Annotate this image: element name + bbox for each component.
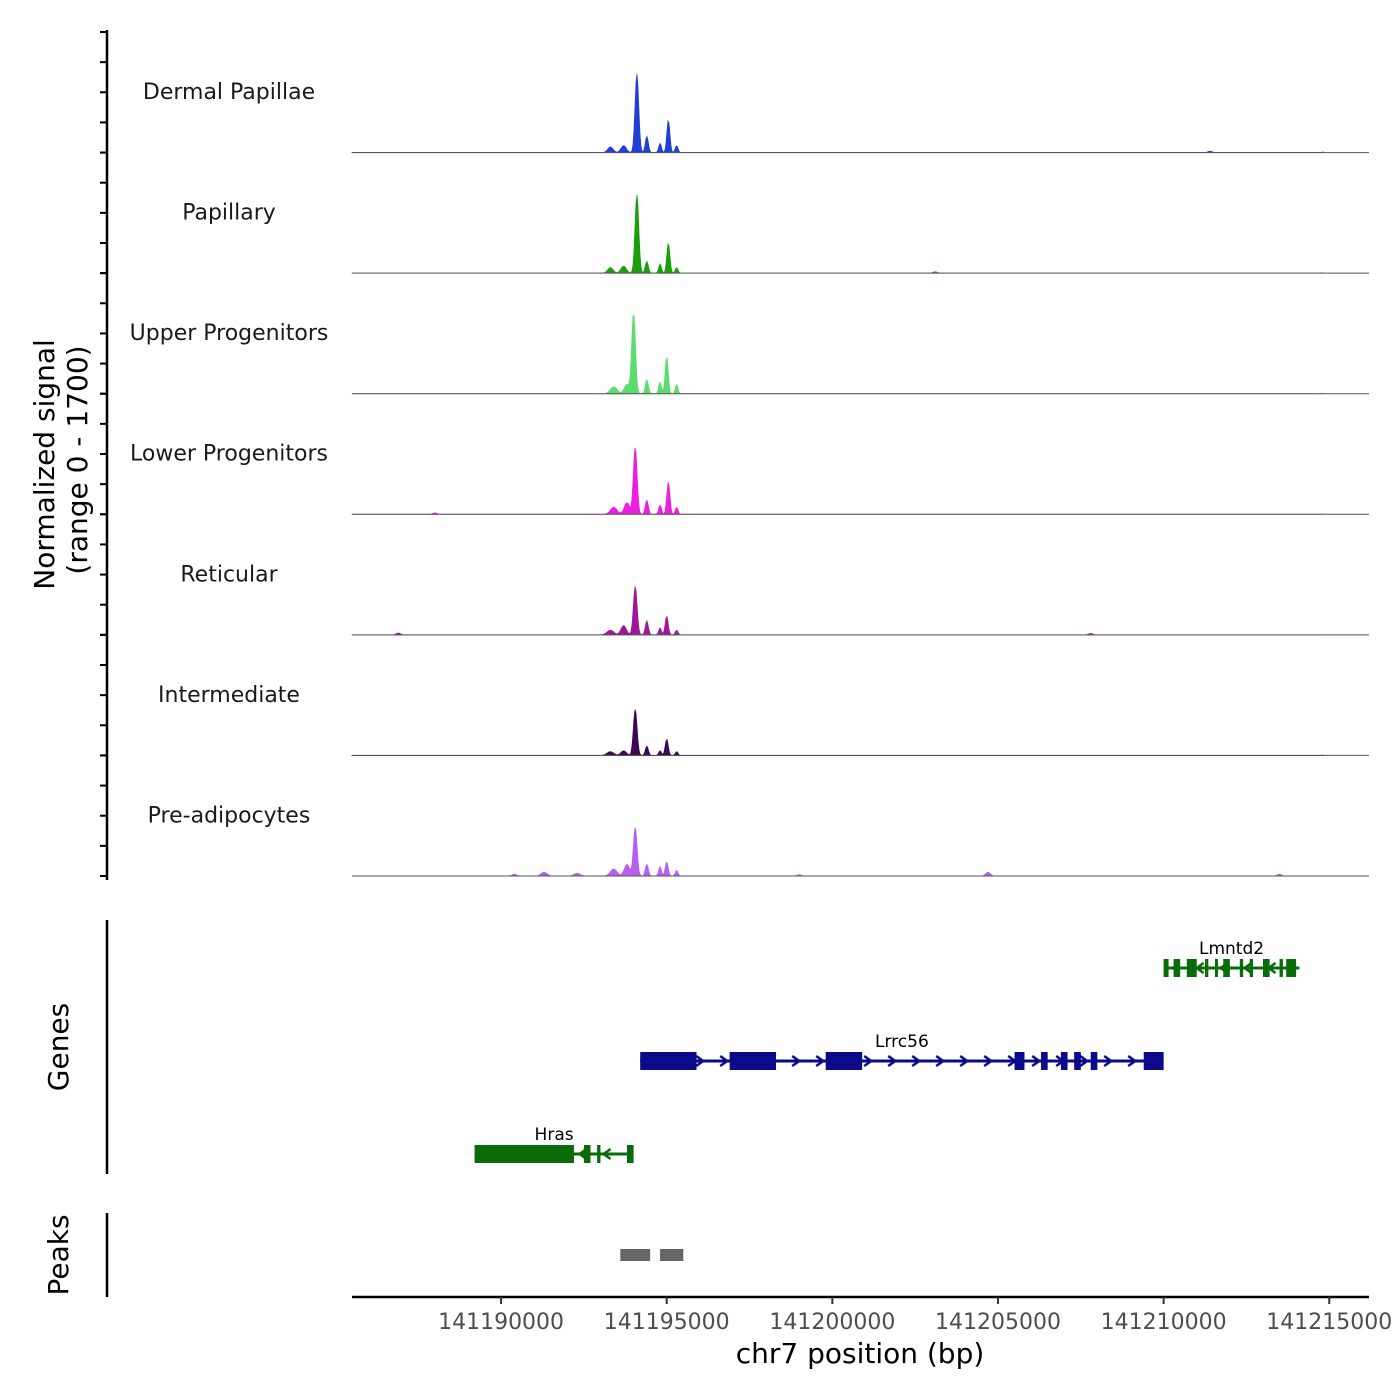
coverage-area — [351, 586, 1324, 636]
gene-exon — [1279, 959, 1283, 977]
genes-ylabel: Genes — [42, 1003, 75, 1091]
track-label: Lower Progenitors — [130, 442, 328, 467]
x-axis-title: chr7 position (bp) — [736, 1337, 985, 1370]
gene-exon — [640, 1052, 697, 1070]
coverage-ylabel-line-2: (range 0 - 1700) — [61, 345, 94, 574]
strand-arrow — [935, 1054, 946, 1068]
strand-arrow — [887, 1054, 898, 1068]
peaks-ylabel: Peaks — [42, 1214, 75, 1295]
coverage-track: Lower Progenitors — [130, 442, 1369, 515]
gene-exon — [1249, 959, 1254, 977]
coverage-ylabel-line-1: Normalized signal — [28, 339, 61, 590]
coverage-track: Intermediate — [158, 683, 1369, 756]
x-tick-label: 141215000 — [1266, 1310, 1392, 1335]
genes-track: Lmntd2 Lrrc56 Hras — [474, 939, 1300, 1163]
gene-exon — [1205, 959, 1209, 977]
strand-arrow — [1031, 1054, 1042, 1068]
coverage-track: Dermal Papillae — [143, 74, 1369, 154]
x-axis-ticks: 141190000 141195000 141200000 141205000 1412… — [438, 1297, 1392, 1335]
peak-region — [620, 1249, 651, 1261]
gene-exon — [1173, 959, 1181, 977]
gene-model: Hras — [474, 1125, 634, 1163]
gene-exon — [1239, 959, 1244, 977]
peak-region — [660, 1249, 684, 1261]
track-label: Reticular — [180, 562, 278, 587]
track-label: Dermal Papillae — [143, 80, 315, 105]
coverage-area — [351, 447, 1324, 515]
coverage-track: Reticular — [180, 562, 1369, 636]
strand-arrow — [1242, 961, 1253, 975]
gene-exon — [1186, 959, 1197, 977]
gene-label: Lmntd2 — [1199, 939, 1264, 959]
track-label: Papillary — [182, 201, 276, 226]
gene-exon — [626, 1145, 634, 1163]
gene-exon — [1223, 959, 1230, 977]
x-tick-label: 141200000 — [769, 1310, 895, 1335]
strand-arrow — [1127, 1054, 1138, 1068]
coverage-track: Papillary — [182, 194, 1369, 274]
gene-exon — [1074, 1052, 1081, 1070]
strand-arrow — [1079, 1054, 1090, 1068]
track-label: Upper Progenitors — [130, 321, 329, 346]
gene-model: Lmntd2 — [1163, 939, 1300, 977]
gene-exon — [1214, 959, 1218, 977]
gene-exon — [1060, 1052, 1068, 1070]
gene-exon — [583, 1145, 591, 1163]
gene-label: Hras — [535, 1125, 574, 1145]
coverage-ylabel: Normalized signal (range 0 - 1700) — [28, 330, 94, 589]
strand-arrow — [719, 1054, 730, 1068]
peaks-track — [620, 1249, 684, 1261]
gene-exon — [825, 1052, 863, 1070]
coverage-tracks: Dermal Papillae Papillary Upper Progenitor… — [130, 74, 1369, 877]
gene-exon — [1090, 1052, 1098, 1070]
coverage-track: Pre-adipocytes — [148, 803, 1369, 877]
coverage-area — [351, 74, 1324, 153]
strand-arrow — [983, 1054, 994, 1068]
coverage-area — [351, 314, 1324, 395]
gene-exon — [1286, 959, 1297, 977]
x-tick-label: 141195000 — [604, 1310, 730, 1335]
x-tick-label: 141205000 — [935, 1310, 1061, 1335]
x-tick-label: 141190000 — [438, 1310, 564, 1335]
gene-exon — [1014, 1052, 1025, 1070]
coverage-y-ticks — [100, 31, 107, 877]
gene-exon — [729, 1052, 777, 1070]
strand-arrow — [815, 1054, 826, 1068]
strand-arrow — [695, 1054, 706, 1068]
gene-label: Lrrc56 — [875, 1032, 929, 1052]
strand-arrow — [959, 1054, 970, 1068]
strand-arrow — [1103, 1054, 1114, 1068]
coverage-area — [352, 827, 1323, 877]
gene-exon — [1163, 959, 1169, 977]
track-label: Intermediate — [158, 683, 300, 708]
coverage-area — [351, 194, 1324, 274]
gene-exon — [1143, 1052, 1164, 1070]
strand-arrow — [791, 1054, 802, 1068]
gene-model: Lrrc56 — [640, 1032, 1164, 1070]
track-label: Pre-adipocytes — [148, 803, 311, 828]
strand-arrow — [601, 1147, 612, 1161]
coverage-track: Upper Progenitors — [130, 314, 1369, 395]
x-tick-label: 141210000 — [1101, 1310, 1227, 1335]
gene-exon — [1262, 959, 1270, 977]
strand-arrow — [863, 1054, 874, 1068]
strand-arrow — [911, 1054, 922, 1068]
gene-exon — [597, 1145, 601, 1163]
gene-exon — [474, 1145, 574, 1163]
gene-exon — [1041, 1052, 1048, 1070]
coverage-area — [351, 709, 1324, 756]
